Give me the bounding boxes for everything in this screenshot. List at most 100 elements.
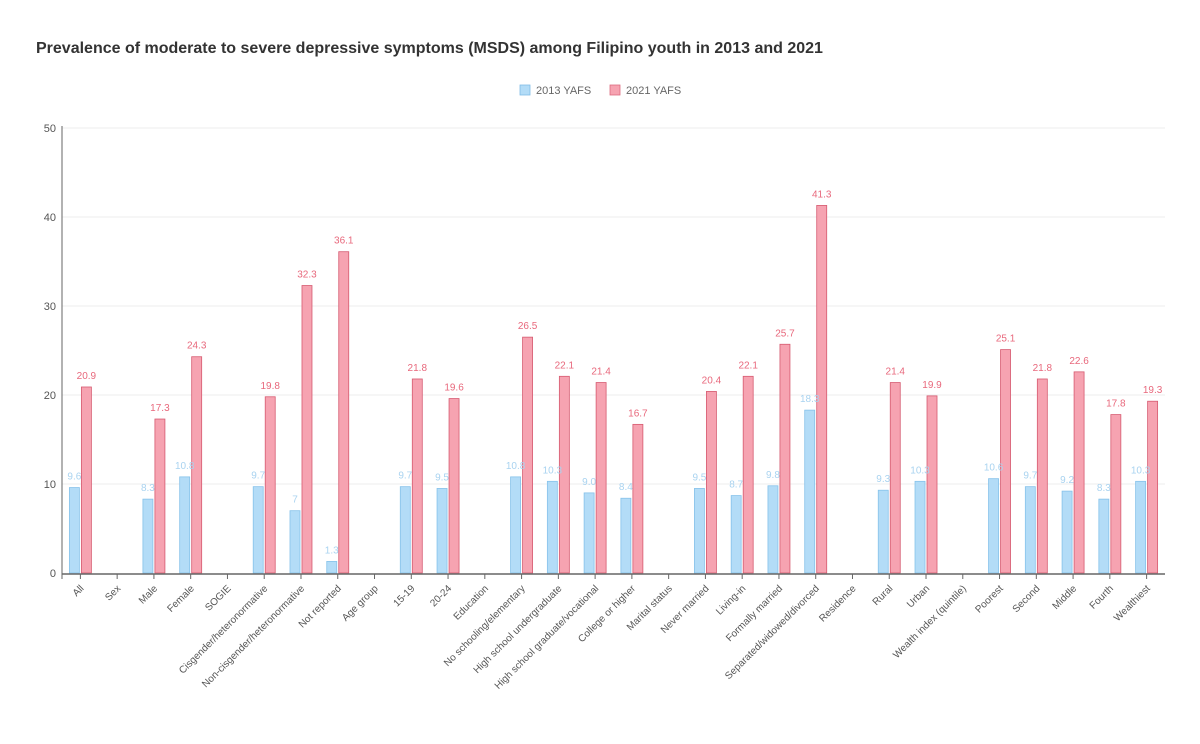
axes — [61, 126, 1165, 579]
data-label-2021: 22.6 — [1069, 356, 1089, 367]
data-label-2021: 19.6 — [444, 383, 464, 394]
bar-2013[interactable] — [914, 480, 926, 574]
data-label-2013: 9.5 — [692, 472, 706, 483]
bar-2021[interactable] — [1000, 349, 1011, 574]
bar-2021[interactable] — [595, 382, 607, 574]
data-label-2021: 22.1 — [555, 360, 575, 371]
bar-2021[interactable] — [154, 418, 166, 574]
x-tick-label: Sex — [103, 583, 123, 603]
bar-2013[interactable] — [326, 561, 338, 574]
x-tick-label: Male — [137, 583, 160, 606]
legend-swatch-2021 — [609, 84, 621, 96]
bar-2021[interactable] — [191, 356, 203, 574]
data-label-2013: 9.5 — [435, 472, 449, 483]
bar-2021[interactable] — [448, 398, 460, 574]
bar-2013[interactable] — [399, 486, 411, 574]
legend-label-2021[interactable]: 2021 YAFS — [626, 85, 681, 97]
x-tick-label: 20-24 — [428, 583, 454, 609]
bar-2013[interactable] — [694, 488, 705, 574]
y-tick-label: 10 — [44, 479, 56, 491]
data-label-2013: 10.8 — [506, 461, 526, 472]
legend-swatch-2013 — [519, 84, 531, 96]
bar-2021[interactable] — [632, 423, 644, 574]
x-tick-label: Wealthiest — [1112, 583, 1153, 624]
x-tick-label: 15-19 — [392, 583, 418, 609]
data-label-2021: 20.9 — [77, 371, 97, 382]
bar-2021[interactable] — [1036, 378, 1048, 574]
y-tick-label: 20 — [44, 390, 56, 402]
bar-2013[interactable] — [179, 476, 191, 574]
data-label-2013: 8.3 — [141, 483, 155, 494]
data-label-2021: 32.3 — [297, 270, 317, 281]
bar-2021[interactable] — [558, 375, 570, 574]
bar-2021[interactable] — [816, 205, 828, 574]
data-label-2013: 7 — [292, 495, 298, 506]
bar-2021[interactable] — [1073, 371, 1085, 574]
data-label-2013: 1.3 — [325, 545, 339, 556]
data-labels: 9.6 20.9 8.3 17.3 10.8 24.3 9.7 19.8 7 32.3 1.3 36.… — [67, 189, 1162, 556]
y-tick-label: 0 — [50, 568, 56, 580]
chart-title: Prevalence of moderate to severe depress… — [36, 40, 823, 57]
data-label-2013: 9.6 — [67, 472, 81, 483]
bar-2013[interactable] — [1024, 486, 1036, 574]
data-label-2013: 8.3 — [1097, 483, 1111, 494]
bar-2021[interactable] — [779, 343, 791, 574]
x-axis: All Sex Male Female SOGIECisgender/heteronor… — [71, 574, 1153, 692]
x-tick-label: Residence — [817, 583, 858, 624]
data-label-2013: 10.6 — [984, 463, 1004, 474]
bar-2013[interactable] — [289, 510, 301, 574]
data-label-2013: 10.8 — [175, 461, 195, 472]
bar-2021[interactable] — [80, 386, 92, 574]
x-tick-label: Fourth — [1088, 583, 1116, 611]
data-label-2021: 25.7 — [775, 328, 795, 339]
x-tick-label: Middle — [1051, 583, 1080, 612]
bar-2013[interactable] — [988, 478, 999, 574]
bar-2021[interactable] — [706, 391, 717, 574]
data-label-2021: 21.4 — [591, 367, 611, 378]
bar-2013[interactable] — [68, 487, 80, 574]
x-tick-label: Rural — [871, 583, 896, 608]
bars — [68, 205, 1159, 574]
data-label-2021: 25.1 — [996, 334, 1016, 345]
bar-2013[interactable] — [546, 480, 558, 574]
bar-2013[interactable] — [583, 492, 595, 574]
bar-2013[interactable] — [142, 498, 154, 574]
data-label-2021: 19.3 — [1143, 385, 1163, 396]
bar-2021[interactable] — [411, 378, 423, 574]
bar-2021[interactable] — [1110, 414, 1122, 574]
y-axis: 0 10 20 30 40 50 — [44, 123, 56, 580]
bar-2013[interactable] — [1061, 490, 1073, 574]
x-tick-label: Wealth index (quintile) — [891, 583, 969, 661]
y-tick-label: 50 — [44, 123, 56, 135]
x-tick-label: Living-in — [714, 583, 748, 617]
data-label-2021: 21.8 — [1033, 363, 1053, 374]
bar-2021[interactable] — [1147, 400, 1159, 574]
data-label-2021: 19.8 — [260, 381, 280, 392]
bar-2013[interactable] — [436, 488, 448, 574]
data-label-2021: 20.4 — [702, 375, 722, 386]
x-tick-label: Female — [165, 583, 197, 615]
legend-label-2013[interactable]: 2013 YAFS — [536, 85, 591, 97]
bar-2013[interactable] — [767, 485, 779, 574]
bar-2013[interactable] — [1135, 480, 1147, 574]
data-label-2013: 18.3 — [800, 394, 820, 405]
bar-2013[interactable] — [252, 486, 264, 574]
data-label-2021: 24.3 — [187, 341, 207, 352]
bar-2013[interactable] — [730, 495, 742, 574]
bar-2013[interactable] — [510, 476, 521, 574]
bar-2013[interactable] — [804, 409, 816, 574]
bar-2021[interactable] — [522, 336, 533, 574]
bar-2013[interactable] — [1098, 498, 1110, 574]
bar-2021[interactable] — [264, 396, 276, 574]
data-label-2013: 9.3 — [876, 474, 890, 485]
bar-2021[interactable] — [338, 251, 350, 574]
bar-2021[interactable] — [742, 375, 754, 574]
bar-2021[interactable] — [889, 382, 901, 574]
data-label-2013: 10.3 — [910, 465, 930, 476]
data-label-2013: 9.7 — [1023, 471, 1037, 482]
x-tick-label: Second — [1011, 583, 1043, 615]
bar-2021[interactable] — [301, 285, 313, 574]
bar-2013[interactable] — [620, 497, 632, 574]
bar-2013[interactable] — [877, 489, 889, 574]
bar-2021[interactable] — [926, 395, 938, 574]
